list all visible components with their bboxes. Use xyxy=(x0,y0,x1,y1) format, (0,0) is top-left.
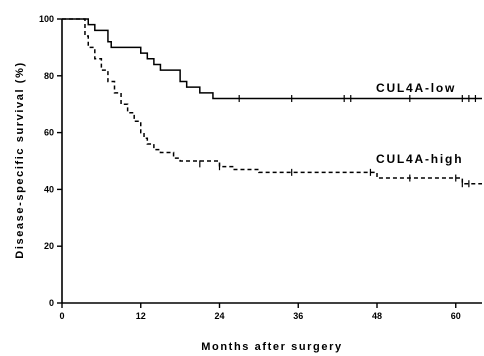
x-tick-label: 12 xyxy=(136,311,146,321)
y-axis-title: Disease-specific survival (%) xyxy=(14,61,26,258)
series-label-low: CUL4A-low xyxy=(376,81,456,95)
y-tick-label: 60 xyxy=(44,128,54,138)
y-tick-label: 20 xyxy=(44,241,54,251)
x-axis-title: Months after surgery xyxy=(201,341,342,353)
y-tick-label: 80 xyxy=(44,71,54,81)
series-layer xyxy=(62,18,482,188)
y-tick-label: 40 xyxy=(44,184,54,194)
axes: 0 20 40 60 80 100 0 12 24 36 48 60 xyxy=(39,14,482,321)
x-tick-label: 24 xyxy=(214,311,224,321)
x-tick-label: 0 xyxy=(59,311,64,321)
series-line-high xyxy=(62,18,482,185)
y-tick-label: 100 xyxy=(39,14,54,24)
series-line-low xyxy=(62,18,482,100)
x-tick-label: 48 xyxy=(372,311,382,321)
x-tick-label: 36 xyxy=(293,311,303,321)
y-tick-label: 0 xyxy=(49,298,54,308)
series-label-high: CUL4A-high xyxy=(376,152,463,166)
x-tick-label: 60 xyxy=(451,311,461,321)
